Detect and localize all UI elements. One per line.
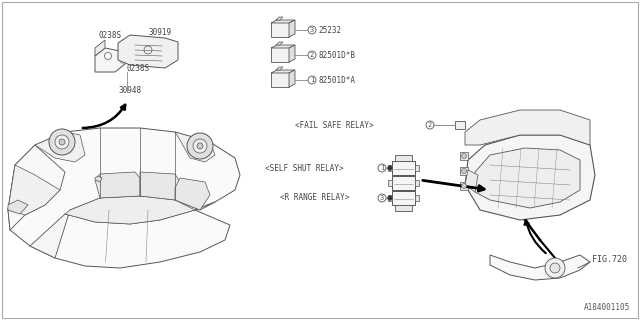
Text: <FAIL SAFE RELAY>: <FAIL SAFE RELAY> (295, 121, 374, 130)
Circle shape (545, 258, 565, 278)
Text: 82501D*A: 82501D*A (318, 76, 355, 84)
Circle shape (461, 183, 467, 188)
Polygon shape (35, 132, 85, 162)
Bar (388, 165, 392, 171)
Polygon shape (465, 110, 590, 145)
Circle shape (193, 139, 207, 153)
Bar (415, 165, 419, 171)
Polygon shape (8, 128, 240, 268)
Polygon shape (175, 178, 210, 210)
Text: <R RANGE RELAY>: <R RANGE RELAY> (280, 194, 349, 203)
Text: 1: 1 (380, 165, 384, 171)
Polygon shape (30, 196, 215, 258)
Circle shape (55, 135, 69, 149)
Circle shape (461, 169, 467, 173)
Polygon shape (65, 196, 195, 224)
Polygon shape (271, 70, 295, 73)
Bar (388, 180, 392, 186)
Circle shape (550, 263, 560, 273)
Circle shape (59, 139, 65, 145)
Bar (455, 121, 465, 129)
Polygon shape (289, 45, 295, 62)
Bar (415, 195, 419, 201)
Bar (415, 180, 419, 186)
Text: 0238S: 0238S (126, 63, 149, 73)
Text: 30919: 30919 (148, 28, 171, 36)
Polygon shape (175, 132, 215, 162)
Circle shape (197, 143, 203, 149)
Polygon shape (289, 20, 295, 37)
Polygon shape (465, 135, 595, 220)
Polygon shape (276, 17, 283, 20)
Text: 2: 2 (310, 52, 314, 58)
Bar (395, 155, 412, 161)
Text: 2: 2 (428, 122, 432, 128)
Bar (392, 191, 415, 205)
Text: 25232: 25232 (318, 26, 341, 35)
Bar (271, 47, 289, 62)
Text: <SELF SHUT RELAY>: <SELF SHUT RELAY> (265, 164, 344, 172)
Polygon shape (118, 35, 178, 68)
Text: 3: 3 (380, 195, 384, 201)
Circle shape (387, 165, 392, 171)
Polygon shape (8, 200, 28, 214)
Polygon shape (8, 165, 60, 215)
Polygon shape (271, 20, 295, 23)
Bar (392, 176, 415, 190)
Bar (392, 161, 415, 175)
Bar (460, 152, 468, 160)
Polygon shape (475, 148, 580, 208)
Polygon shape (271, 45, 295, 48)
Bar (460, 167, 468, 175)
Text: 3: 3 (310, 27, 314, 33)
Polygon shape (289, 70, 295, 87)
Bar (460, 182, 468, 190)
Text: 82501D*B: 82501D*B (318, 51, 355, 60)
Text: A184001105: A184001105 (584, 303, 630, 312)
Polygon shape (95, 176, 102, 182)
Polygon shape (276, 42, 283, 45)
Circle shape (187, 133, 213, 159)
Polygon shape (95, 48, 125, 72)
Polygon shape (465, 170, 478, 192)
Text: 1: 1 (310, 77, 314, 83)
Bar (395, 205, 412, 211)
Polygon shape (490, 255, 590, 280)
Polygon shape (276, 67, 283, 70)
Polygon shape (95, 40, 105, 56)
Text: FIG.720: FIG.720 (592, 255, 627, 265)
Circle shape (49, 129, 75, 155)
Circle shape (387, 196, 392, 201)
Polygon shape (140, 172, 180, 200)
Bar (388, 195, 392, 201)
Text: 30948: 30948 (118, 85, 141, 94)
Circle shape (461, 154, 467, 158)
Bar (271, 72, 289, 87)
Polygon shape (8, 145, 65, 230)
Polygon shape (95, 172, 140, 198)
Text: 0238S: 0238S (98, 30, 121, 39)
Bar (271, 22, 289, 37)
